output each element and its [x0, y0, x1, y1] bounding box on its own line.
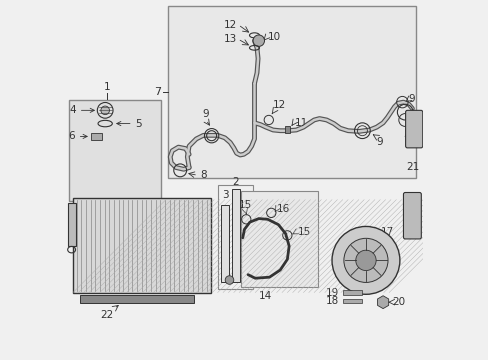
- Bar: [221, 205, 229, 282]
- Text: 22: 22: [100, 310, 113, 320]
- Circle shape: [343, 238, 387, 283]
- Circle shape: [253, 35, 264, 46]
- Text: 6: 6: [68, 131, 87, 141]
- Text: 8: 8: [200, 170, 206, 180]
- Text: 11: 11: [294, 118, 307, 128]
- Circle shape: [101, 106, 109, 114]
- Bar: [80, 296, 194, 303]
- Bar: [342, 291, 362, 295]
- FancyBboxPatch shape: [167, 6, 415, 178]
- Text: 19: 19: [325, 288, 339, 297]
- Text: 16: 16: [276, 204, 289, 214]
- Bar: [91, 133, 102, 140]
- Text: 9: 9: [376, 137, 383, 147]
- FancyBboxPatch shape: [217, 185, 253, 289]
- FancyBboxPatch shape: [403, 193, 421, 239]
- Text: 17: 17: [380, 227, 393, 237]
- Text: 3: 3: [222, 190, 228, 200]
- Bar: [73, 198, 210, 293]
- Circle shape: [355, 250, 375, 271]
- Text: 18: 18: [325, 296, 339, 306]
- Text: 4: 4: [69, 105, 94, 115]
- Circle shape: [331, 226, 399, 294]
- Text: 1: 1: [103, 82, 110, 93]
- Text: 21: 21: [405, 162, 418, 172]
- Bar: [231, 189, 240, 282]
- FancyBboxPatch shape: [69, 100, 160, 202]
- Text: 15: 15: [238, 201, 251, 210]
- Text: 13: 13: [224, 34, 237, 44]
- Text: 10: 10: [267, 32, 280, 42]
- Text: 9: 9: [202, 109, 208, 118]
- Text: 8: 8: [406, 135, 413, 145]
- Text: 12: 12: [224, 19, 237, 30]
- Text: 20: 20: [392, 297, 405, 307]
- Bar: [67, 203, 75, 246]
- Text: 15: 15: [297, 227, 310, 237]
- Text: 2: 2: [232, 177, 239, 187]
- Text: 12: 12: [272, 100, 286, 111]
- FancyBboxPatch shape: [241, 191, 317, 287]
- FancyBboxPatch shape: [405, 111, 422, 148]
- Text: 7: 7: [154, 87, 162, 98]
- Text: 9: 9: [407, 94, 414, 104]
- Bar: [284, 126, 289, 133]
- Text: 5: 5: [117, 118, 142, 129]
- Circle shape: [225, 276, 233, 284]
- Bar: [342, 298, 362, 303]
- Text: 14: 14: [258, 292, 271, 301]
